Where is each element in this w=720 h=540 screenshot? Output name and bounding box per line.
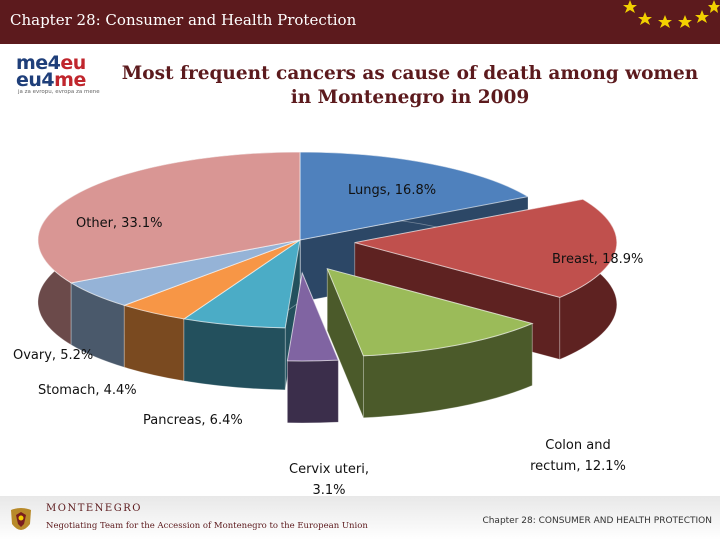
chart-title: Most frequent cancers as cause of death … <box>100 62 720 110</box>
label-cervix-line2: 3.1% <box>312 483 345 498</box>
logo-eu4: eu4 <box>16 69 55 91</box>
chart-title-line2: in Montenegro in 2009 <box>290 87 530 108</box>
label-lungs: Lungs, 16.8% <box>348 183 436 198</box>
label-pancreas: Pancreas, 6.4% <box>143 413 243 428</box>
label-breast: Breast, 18.9% <box>552 252 643 267</box>
label-other: Other, 33.1% <box>76 216 162 231</box>
slice-colon-and-rectum <box>326 267 534 357</box>
label-colon-line1: Colon and <box>545 438 610 453</box>
slice-cervix-uteri <box>286 271 340 362</box>
header-bar: Chapter 28: Consumer and Health Protecti… <box>0 0 720 44</box>
coat-of-arms-icon <box>11 508 31 530</box>
slice-lungs <box>299 151 530 241</box>
logo-eu: eu <box>60 52 86 74</box>
label-stomach: Stomach, 4.4% <box>38 383 137 398</box>
label-colon-line2: rectum, 12.1% <box>530 459 626 474</box>
pie-tops <box>37 151 618 362</box>
footer-chapter: Chapter 28: CONSUMER AND HEALTH PROTECTI… <box>482 516 712 526</box>
chart-title-line1: Most frequent cancers as cause of death … <box>121 63 699 84</box>
footer <box>0 496 720 540</box>
slice-other <box>37 151 301 284</box>
logo-me: me <box>54 69 86 91</box>
label-cervix-line1: Cervix uteri, <box>289 462 369 477</box>
slice-breast <box>354 198 618 298</box>
eu-stars-icon <box>623 0 720 28</box>
header-title: Chapter 28: Consumer and Health Protecti… <box>10 11 357 29</box>
pie-labels: Lungs, 16.8% Breast, 18.9% Colon and rec… <box>13 183 643 498</box>
footer-org: MONTENEGRO <box>46 503 142 514</box>
me4eu-logo: me4eu eu4me ja za evropu, evropa za mene <box>16 54 106 98</box>
logo-me4: me4 <box>16 52 61 74</box>
logo-slogan: ja za evropu, evropa za mene <box>18 89 100 95</box>
label-ovary: Ovary, 5.2% <box>13 348 93 363</box>
footer-team: Negotiating Team for the Accession of Mo… <box>46 521 368 531</box>
